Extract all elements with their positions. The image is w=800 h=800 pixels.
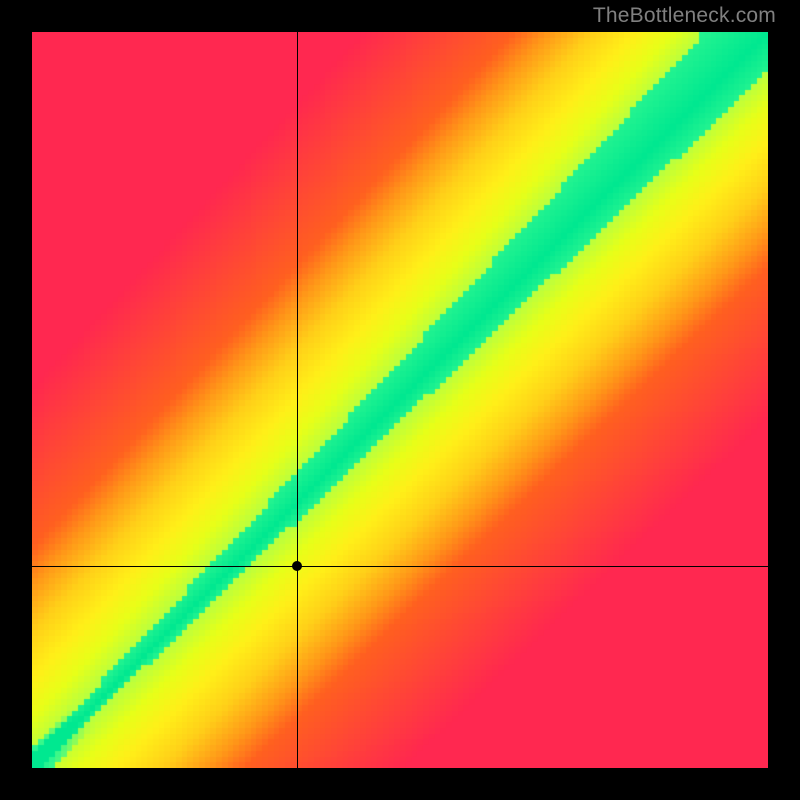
heatmap-canvas (32, 32, 768, 768)
marker-dot (292, 561, 302, 571)
crosshair-horizontal (32, 566, 768, 567)
crosshair-vertical (297, 32, 298, 768)
heatmap-plot (32, 32, 768, 768)
watermark-text: TheBottleneck.com (593, 4, 776, 28)
